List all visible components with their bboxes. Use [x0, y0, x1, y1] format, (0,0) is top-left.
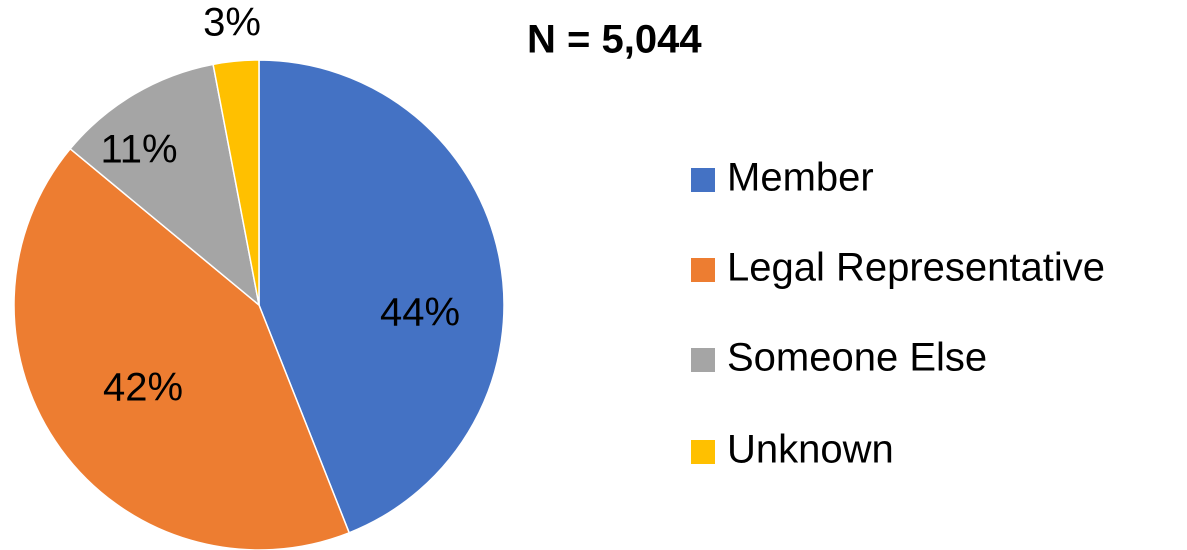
chart-subtitle: N = 5,044 [527, 18, 702, 62]
data-label: 11% [100, 128, 177, 172]
legend-label: Member [727, 156, 874, 200]
pie-slice [212, 59, 260, 306]
pie-slice [258, 59, 505, 534]
legend-swatch [691, 168, 715, 192]
legend-swatch [691, 258, 715, 282]
legend-label: Someone Else [727, 336, 987, 380]
legend-swatch [691, 440, 715, 464]
pie-slice [69, 63, 261, 307]
data-label: 42% [103, 366, 183, 410]
legend-label: Legal Representative [727, 246, 1105, 290]
data-label: 44% [380, 291, 460, 335]
data-label: 3% [203, 1, 261, 45]
legend-swatch [691, 348, 715, 372]
legend-label: Unknown [727, 428, 894, 472]
